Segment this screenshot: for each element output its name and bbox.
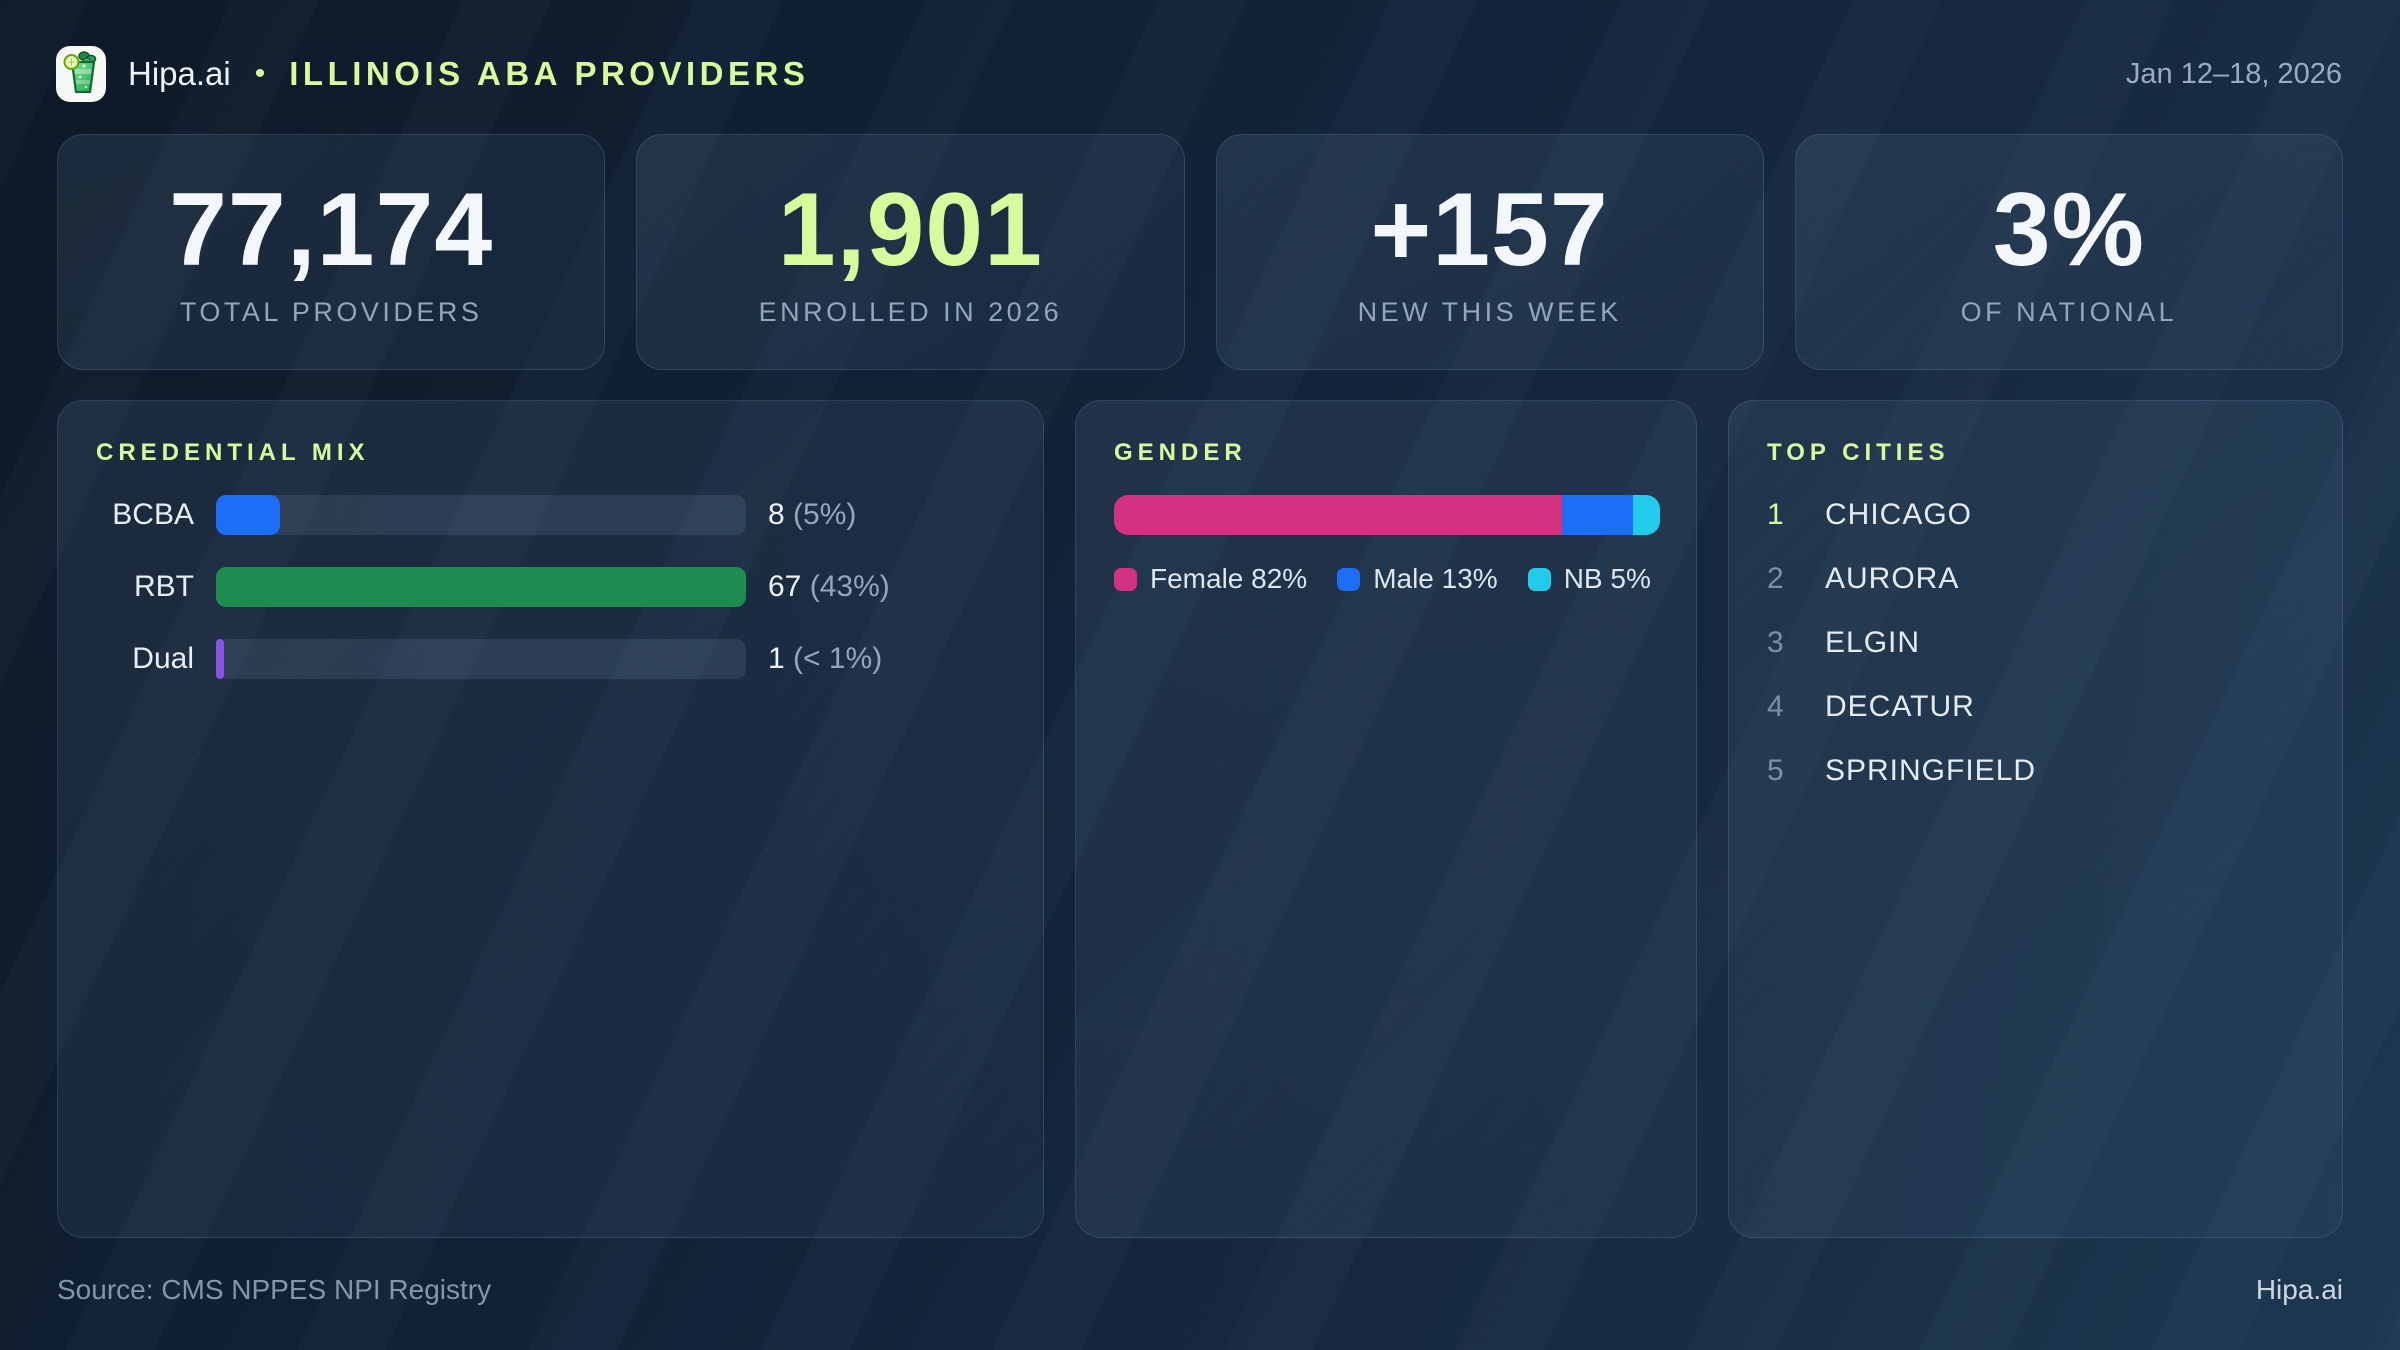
stat-value: 77,174 bbox=[169, 171, 494, 288]
stat-label: TOTAL PROVIDERS bbox=[179, 297, 483, 328]
city-name: ELGIN bbox=[1825, 626, 1921, 659]
bar-pct: (43%) bbox=[809, 570, 890, 603]
city-rank: 3 bbox=[1767, 626, 1784, 659]
stat-value: 3% bbox=[1992, 171, 2146, 288]
legend-item-male: Male 13% bbox=[1337, 563, 1498, 595]
header: Hipa.ai • ILLINOIS ABA PROVIDERS Jan 12–… bbox=[0, 0, 2400, 104]
gender-panel: GENDER Female 82% Male 13% bbox=[1075, 400, 1697, 1238]
page-title: ILLINOIS ABA PROVIDERS bbox=[289, 55, 810, 92]
stat-label: OF NATIONAL bbox=[1960, 297, 2178, 328]
stat-card-new-this-week: +157 NEW THIS WEEK bbox=[1215, 134, 1764, 370]
city-rank: 4 bbox=[1767, 690, 1784, 723]
legend-item-nb: NB 5% bbox=[1527, 563, 1651, 595]
bar-label: BCBA bbox=[112, 498, 194, 531]
legend-label: Male 13% bbox=[1373, 563, 1498, 594]
panels-row: CREDENTIAL MIX BCBA 8 (5%) RBT bbox=[0, 400, 2400, 1238]
legend-label: Female 82% bbox=[1150, 563, 1308, 594]
panel-title: TOP CITIES bbox=[1767, 439, 1950, 466]
stat-label: NEW THIS WEEK bbox=[1357, 297, 1622, 328]
stat-cards-row: 77,174 TOTAL PROVIDERS 1,901 ENROLLED IN… bbox=[0, 134, 2400, 370]
city-rank: 5 bbox=[1767, 754, 1784, 787]
stat-label: ENROLLED IN 2026 bbox=[758, 297, 1063, 328]
stat-value: 1,901 bbox=[777, 171, 1043, 288]
data-source-note: Source: CMS NPPES NPI Registry bbox=[57, 1274, 492, 1305]
bar-pct: (5%) bbox=[793, 498, 857, 531]
bar-fill-dual bbox=[216, 639, 224, 679]
credential-row-rbt: RBT 67 (43%) bbox=[96, 567, 1007, 607]
bar-label: RBT bbox=[134, 570, 194, 603]
footer-brand: Hipa.ai bbox=[2255, 1274, 2343, 1305]
city-name: AURORA bbox=[1825, 562, 1960, 595]
list-item: 3 ELGIN bbox=[1767, 623, 2306, 663]
panel-title: CREDENTIAL MIX bbox=[96, 439, 370, 466]
mojito-glass-icon bbox=[62, 49, 100, 100]
date-range: Jan 12–18, 2026 bbox=[2125, 57, 2342, 90]
bar-track bbox=[216, 567, 746, 607]
bar-label: Dual bbox=[132, 642, 194, 675]
list-item: 2 AURORA bbox=[1767, 559, 2306, 599]
bar-fill-bcba bbox=[216, 495, 280, 535]
panel-title: GENDER bbox=[1114, 439, 1247, 466]
gender-segment-male bbox=[1561, 495, 1633, 535]
top-cities-list: 1 CHICAGO 2 AURORA 3 ELGIN 4 DECATUR bbox=[1767, 495, 2306, 791]
bar-value: 1 (< 1%) bbox=[768, 642, 883, 675]
city-name: CHICAGO bbox=[1825, 498, 1973, 531]
city-rank: 2 bbox=[1767, 562, 1784, 595]
gender-segment-female bbox=[1114, 495, 1562, 535]
bar-value: 67 (43%) bbox=[768, 570, 890, 603]
legend-label: NB 5% bbox=[1563, 563, 1651, 594]
bar-pct: (< 1%) bbox=[793, 642, 883, 675]
list-item: 4 DECATUR bbox=[1767, 687, 2306, 727]
city-name: DECATUR bbox=[1825, 690, 1975, 723]
separator-dot-icon: • bbox=[254, 57, 266, 90]
credential-mix-panel: CREDENTIAL MIX BCBA 8 (5%) RBT bbox=[57, 400, 1044, 1238]
top-cities-panel: TOP CITIES 1 CHICAGO 2 AURORA 3 ELGIN bbox=[1728, 400, 2343, 1238]
list-item: 1 CHICAGO bbox=[1767, 495, 2306, 535]
brand-name: Hipa.ai bbox=[128, 55, 231, 92]
legend-swatch-icon bbox=[1114, 567, 1137, 591]
credential-row-dual: Dual 1 (< 1%) bbox=[96, 639, 1007, 679]
city-name: SPRINGFIELD bbox=[1825, 754, 2037, 787]
bar-track bbox=[216, 639, 746, 679]
stat-card-total-providers: 77,174 TOTAL PROVIDERS bbox=[57, 134, 606, 370]
bar-fill-rbt bbox=[216, 567, 746, 607]
credential-row-bcba: BCBA 8 (5%) bbox=[96, 495, 1007, 535]
credential-bar-chart: BCBA 8 (5%) RBT 67 (43%) D bbox=[96, 495, 1007, 679]
stat-value: +157 bbox=[1370, 171, 1609, 288]
gender-stacked-bar bbox=[1114, 495, 1660, 535]
legend-swatch-icon bbox=[1527, 567, 1551, 591]
list-item: 5 SPRINGFIELD bbox=[1767, 751, 2306, 791]
gender-segment-nb bbox=[1632, 495, 1660, 535]
gender-legend: Female 82% Male 13% NB 5% bbox=[1114, 563, 1660, 595]
stat-card-of-national: 3% OF NATIONAL bbox=[1794, 134, 2343, 370]
brand-logo bbox=[56, 46, 106, 102]
bar-track bbox=[216, 495, 746, 535]
legend-item-female: Female 82% bbox=[1114, 563, 1307, 595]
bar-value: 8 (5%) bbox=[768, 498, 857, 531]
legend-swatch-icon bbox=[1337, 567, 1361, 591]
footer: Source: CMS NPPES NPI Registry Hipa.ai bbox=[0, 1274, 2400, 1306]
stat-card-enrolled: 1,901 ENROLLED IN 2026 bbox=[636, 134, 1185, 370]
city-rank: 1 bbox=[1767, 498, 1784, 531]
